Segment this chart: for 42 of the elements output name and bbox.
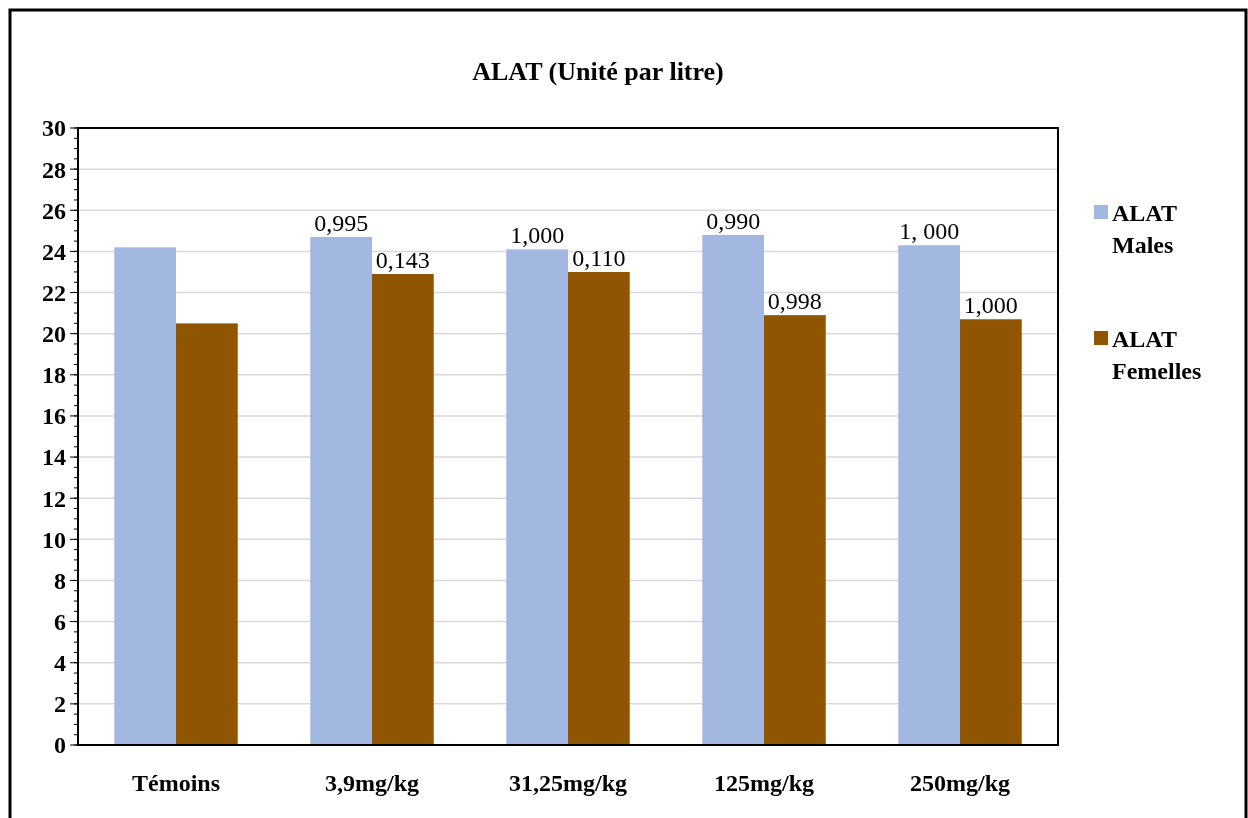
annotation: 1, 000: [899, 218, 960, 245]
bar: [898, 245, 960, 745]
y-tick-label: 4: [54, 650, 66, 677]
y-tick-label: 28: [42, 156, 66, 183]
y-tick-label: 30: [42, 115, 66, 142]
chart-title: ALAT (Unité par litre): [472, 57, 724, 86]
x-tick-label: Témoins: [131, 770, 221, 796]
y-tick-label: 22: [42, 279, 66, 306]
annotation: 0,998: [767, 288, 822, 315]
annotation: 1,000: [963, 292, 1018, 319]
y-tick-label: 18: [42, 362, 66, 389]
annotation: 0,110: [572, 244, 626, 271]
x-tick-label: 31,25mg/kg: [508, 770, 628, 796]
y-tick-label: 16: [42, 403, 66, 430]
x-tick-label: 250mg/kg: [909, 770, 1011, 796]
bar: [372, 274, 434, 745]
y-tick-label: 14: [42, 444, 66, 471]
legend-label: ALAT Femelles: [1112, 326, 1202, 384]
bar: [114, 247, 176, 745]
y-tick-label: 20: [42, 321, 66, 348]
y-tick-label: 8: [54, 567, 66, 594]
y-tick-label: 24: [42, 238, 66, 265]
x-tick-label: 3,9mg/kg: [324, 770, 420, 796]
bar: [568, 271, 630, 745]
annotation: 1,000: [510, 222, 565, 249]
bar: [310, 237, 372, 745]
bar: [764, 315, 826, 745]
y-tick-label: 26: [42, 197, 66, 224]
bar: [960, 319, 1022, 745]
y-tick-label: 2: [54, 691, 66, 718]
y-tick-label: 10: [42, 526, 66, 553]
annotation: 0,995: [314, 210, 369, 236]
y-tick-label: 6: [54, 609, 66, 635]
y-tick-label: 12: [42, 485, 66, 512]
annotation: 0,143: [375, 247, 430, 274]
bar: [506, 249, 568, 745]
legend-label: ALAT Males: [1112, 200, 1177, 258]
bar: [176, 323, 238, 745]
x-tick-label: 125mg/kg: [713, 770, 815, 796]
y-tick-label: 0: [54, 732, 66, 759]
bar: [702, 234, 764, 745]
annotation: 0,990: [706, 207, 761, 234]
